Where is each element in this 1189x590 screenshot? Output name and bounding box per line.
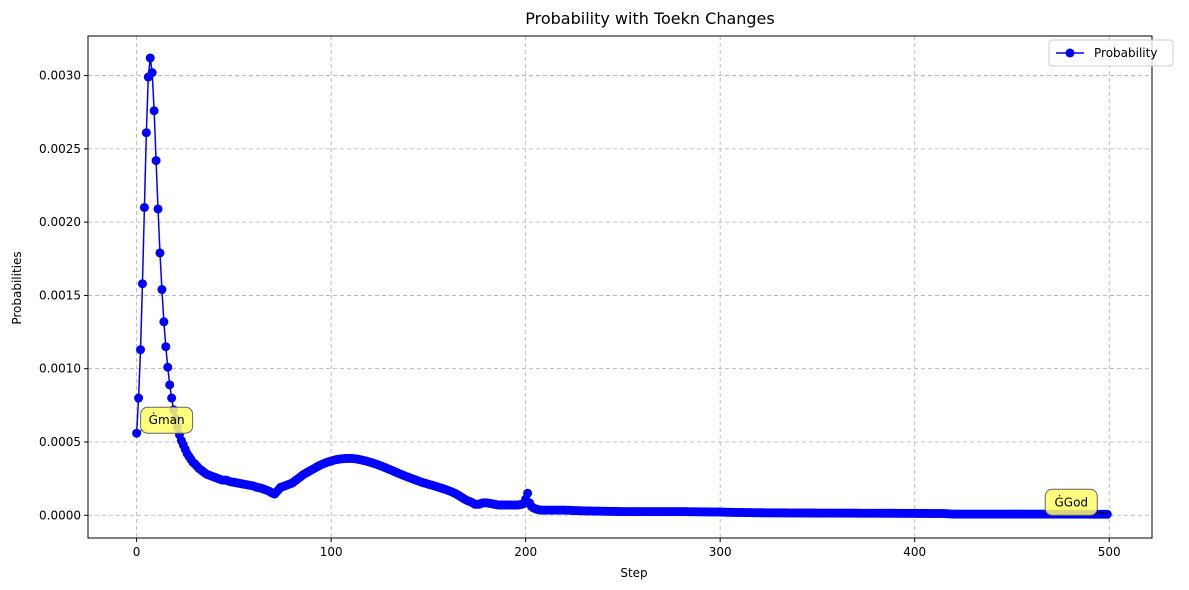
y-axis-label: Probabilities bbox=[10, 251, 24, 324]
x-tick-label: 500 bbox=[1098, 545, 1121, 559]
data-point bbox=[141, 128, 151, 138]
legend-marker-swatch bbox=[1065, 48, 1075, 58]
data-point bbox=[153, 204, 163, 214]
data-point bbox=[167, 393, 177, 403]
data-point bbox=[523, 488, 533, 498]
x-tick-label: 0 bbox=[133, 545, 141, 559]
data-point bbox=[163, 362, 173, 372]
data-point bbox=[145, 53, 155, 63]
data-point bbox=[147, 68, 157, 78]
annotation-box bbox=[140, 406, 194, 434]
annotation-label: ĠGod bbox=[1054, 493, 1088, 509]
y-tick-label: 0.0025 bbox=[39, 142, 81, 156]
y-tick-label: 0.0010 bbox=[39, 362, 81, 376]
data-point bbox=[1102, 509, 1112, 519]
y-tick-label: 0.0000 bbox=[39, 508, 81, 522]
y-tick-label: 0.0020 bbox=[39, 215, 81, 229]
y-tick-label: 0.0015 bbox=[39, 288, 81, 302]
x-tick-label: 400 bbox=[903, 545, 926, 559]
y-tick-label: 0.0005 bbox=[39, 435, 81, 449]
chart-title: Probability with Toekn Changes bbox=[525, 9, 774, 28]
annotation-label: Ġman bbox=[149, 411, 185, 427]
data-point bbox=[159, 317, 169, 327]
legend-label-probability: Probability bbox=[1094, 46, 1157, 60]
x-tick-label: 200 bbox=[514, 545, 537, 559]
legend-box bbox=[1048, 39, 1174, 67]
axis-ticks: 0 100 200 300 400 500 0.0000 0.0005 0.0010 0.0015… bbox=[39, 69, 1121, 559]
data-point bbox=[155, 248, 165, 258]
data-point bbox=[149, 106, 159, 116]
data-point bbox=[134, 393, 144, 403]
data-point bbox=[139, 202, 149, 212]
annotations: Ġman ĠGod bbox=[137, 406, 1109, 516]
grid-lines bbox=[88, 36, 1152, 538]
data-point bbox=[137, 279, 147, 289]
legend: Probability bbox=[1048, 39, 1174, 67]
x-tick-label: 300 bbox=[709, 545, 732, 559]
data-point bbox=[136, 345, 146, 355]
x-axis-label: Step bbox=[620, 566, 647, 580]
data-point bbox=[132, 428, 142, 438]
x-tick-label: 100 bbox=[320, 545, 343, 559]
annotation-box bbox=[1044, 488, 1098, 516]
data-point bbox=[165, 380, 175, 390]
data-point bbox=[161, 342, 171, 352]
data-point bbox=[157, 285, 167, 295]
data-point bbox=[151, 156, 161, 166]
series-line bbox=[135, 57, 1108, 516]
series-probability bbox=[132, 53, 1112, 519]
plot-area-frame bbox=[87, 35, 1153, 539]
y-tick-label: 0.0030 bbox=[39, 69, 81, 83]
